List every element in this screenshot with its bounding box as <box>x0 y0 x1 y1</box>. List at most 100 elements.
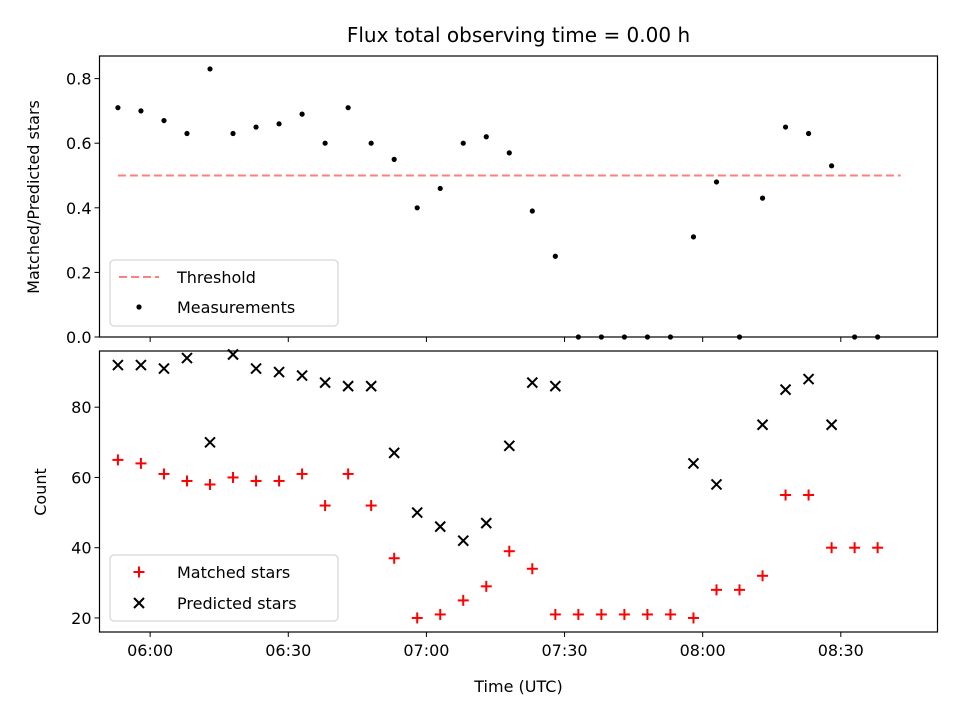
measurement-point <box>690 234 697 240</box>
matched-point <box>434 608 446 620</box>
matched-point <box>595 608 607 620</box>
measurement-point <box>368 140 374 146</box>
ratio-y-tick-label: 0.0 <box>66 328 91 347</box>
matched-point <box>204 478 216 490</box>
predicted-point-b <box>365 380 377 392</box>
predicted-point <box>526 376 539 389</box>
matched-point <box>135 457 147 469</box>
predicted-point-b <box>457 534 469 547</box>
measurement-point <box>506 150 512 156</box>
predicted-point-b <box>710 478 723 491</box>
matched-point <box>780 489 792 501</box>
legend-matched-plus <box>133 566 145 578</box>
count-panel-frame <box>98 350 939 633</box>
count-marks <box>112 348 884 624</box>
predicted-point <box>710 478 723 491</box>
measurement-point <box>115 105 121 111</box>
legend-predicted-cross-b <box>133 597 145 609</box>
predicted-point-b <box>779 383 792 396</box>
predicted-point-b <box>296 369 308 382</box>
measurement-point <box>414 205 420 211</box>
measurement-point <box>161 117 167 124</box>
predicted-point <box>411 506 423 519</box>
predicted-point <box>434 520 446 533</box>
count-x-tick-label: 06:00 <box>127 641 173 660</box>
count-y-tick-label: 20 <box>71 609 91 628</box>
measurement-point <box>138 108 144 114</box>
matched-point <box>734 584 746 596</box>
predicted-point <box>687 457 700 470</box>
ratio-legend: Threshold Measurements <box>109 259 339 327</box>
predicted-point <box>273 366 285 378</box>
ratio-y-ticks: 0.0 0.2 0.4 0.6 0.8 <box>66 70 100 347</box>
measurement-point <box>322 140 328 146</box>
measurement-point <box>437 185 443 192</box>
matched-point <box>411 612 423 624</box>
measurement-point <box>299 111 305 117</box>
predicted-point <box>112 359 124 371</box>
ratio-y-tick-label: 0.2 <box>66 263 91 282</box>
matched-point <box>803 489 815 501</box>
predicted-point-b <box>388 447 400 459</box>
count-x-tick-label: 08:00 <box>680 641 726 660</box>
measurement-point <box>230 130 236 137</box>
measurement-point <box>713 179 720 185</box>
ratio-panel: 0.00.20.40.60.8 Matched/Predicted stars … <box>24 55 939 347</box>
matched-point <box>388 552 400 564</box>
measurement-point <box>828 163 835 169</box>
predicted-point-b <box>273 366 285 378</box>
matched-point <box>641 608 653 620</box>
predicted-point-b <box>135 359 147 371</box>
matched-point <box>365 500 377 512</box>
predicted-point <box>365 380 377 392</box>
count-y-tick-label: 80 <box>71 398 91 417</box>
measurement-point <box>253 124 259 130</box>
matched-point <box>549 608 561 620</box>
matched-point <box>480 580 492 592</box>
predicted-point <box>135 359 147 371</box>
count-x-tick-label: 06:30 <box>265 641 311 660</box>
predicted-point <box>802 373 815 385</box>
count-y-tick-label: 60 <box>71 468 91 487</box>
ratio-y-tick-label: 0.8 <box>66 70 91 89</box>
legend-matched-marker <box>133 566 145 578</box>
measurement-point <box>460 140 466 146</box>
predicted-point <box>480 517 492 529</box>
predicted-point-b <box>342 380 354 392</box>
x-axis-label: Time (UTC) <box>473 677 562 696</box>
predicted-point <box>296 369 308 382</box>
count-legend: Matched stars Predicted stars <box>109 554 339 622</box>
count-y-tick-label: 40 <box>71 539 91 558</box>
matched-point <box>826 542 838 554</box>
predicted-point-b <box>250 362 262 375</box>
predicted-point-b <box>503 440 515 452</box>
measurement-point <box>529 208 535 214</box>
count-y-axis-label: Count <box>31 468 50 516</box>
matched-point <box>757 570 769 582</box>
ratio-y-tick-label: 0.6 <box>66 134 91 153</box>
measurement-point <box>805 130 812 137</box>
predicted-point <box>342 380 354 392</box>
matched-point <box>710 584 722 596</box>
legend-predicted-cross <box>133 597 145 609</box>
matched-point <box>273 475 285 487</box>
measurement-point <box>345 105 351 111</box>
predicted-point <box>158 362 170 375</box>
predicted-point-b <box>549 380 562 392</box>
legend-predicted-label: Predicted stars <box>177 594 297 613</box>
matched-point <box>227 471 239 483</box>
predicted-point <box>825 419 838 431</box>
predicted-point <box>319 376 331 389</box>
predicted-point <box>250 362 262 375</box>
predicted-point-b <box>158 362 170 375</box>
predicted-point <box>503 440 515 452</box>
count-x-ticks: 06:00 06:30 07:00 07:30 08:00 08:30 <box>127 632 864 660</box>
predicted-point-b <box>687 457 700 470</box>
count-x-tick-label: 08:30 <box>818 641 864 660</box>
ratio-panel-frame <box>98 55 939 338</box>
predicted-point-b <box>112 359 124 371</box>
measurement-point <box>759 195 766 201</box>
matched-point <box>849 542 861 554</box>
measurement-point <box>782 124 789 130</box>
